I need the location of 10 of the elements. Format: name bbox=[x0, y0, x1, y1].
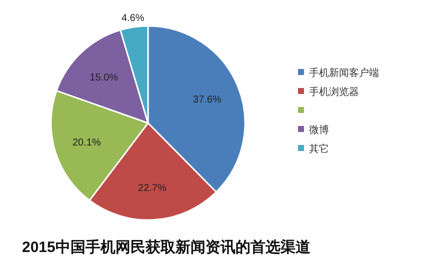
legend-label: 手机新闻客户端 bbox=[309, 67, 379, 79]
legend-label: 其它 bbox=[309, 143, 329, 155]
data-label: 15.0% bbox=[90, 72, 118, 84]
data-label: 22.7% bbox=[138, 182, 167, 194]
data-label: 4.6% bbox=[121, 13, 144, 24]
data-label: 37.6% bbox=[193, 94, 222, 106]
legend-label: 微博 bbox=[309, 124, 329, 136]
text: 2015中国手机网民获取新闻资讯的首选渠道 bbox=[22, 238, 312, 256]
legend-label: 手机浏览器 bbox=[309, 86, 359, 98]
data-label: 20.1% bbox=[72, 137, 101, 148]
